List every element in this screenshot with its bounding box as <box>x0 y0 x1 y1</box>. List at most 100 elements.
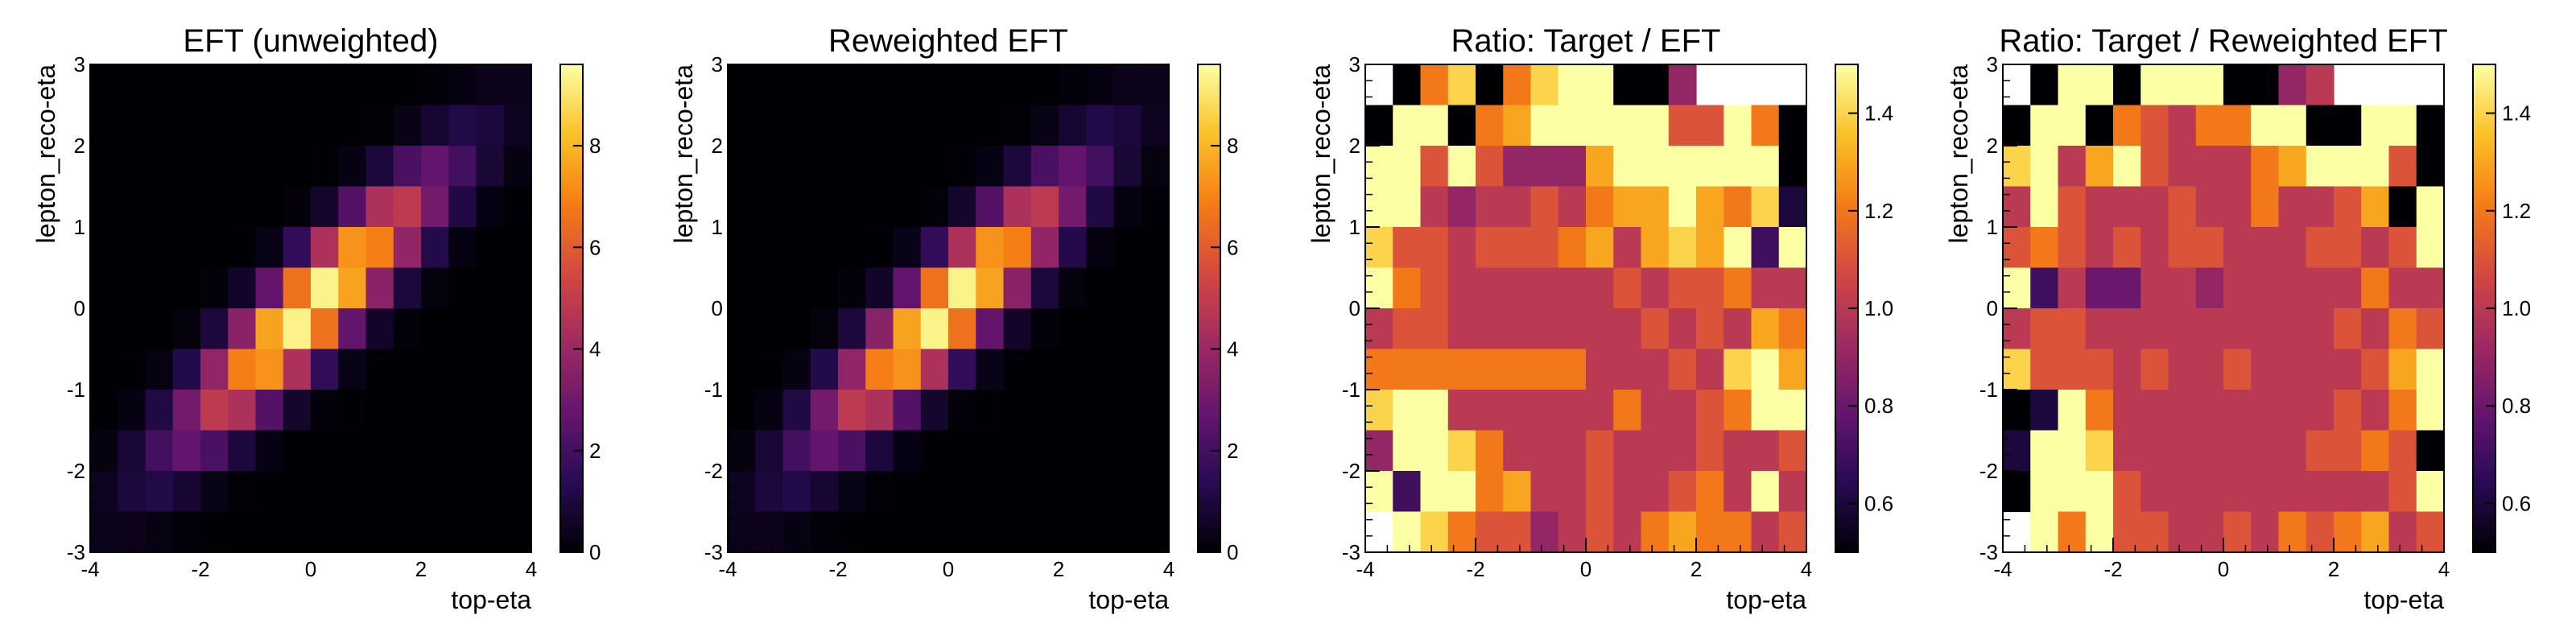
colorbar-step <box>1198 275 1220 281</box>
colorbar-step <box>560 406 583 411</box>
colorbar-step <box>2473 503 2496 509</box>
colorbar-step <box>1835 369 1858 374</box>
colorbar-step <box>2473 377 2496 382</box>
heatmap-cell <box>728 308 756 350</box>
colorbar-step <box>2473 295 2496 301</box>
heatmap-cell <box>2085 105 2114 147</box>
heatmap-cell <box>1447 105 1476 147</box>
heatmap-cell <box>228 471 257 513</box>
heatmap-cell <box>2223 471 2252 513</box>
colorbar-step <box>560 210 583 216</box>
colorbar-step <box>2473 336 2496 342</box>
heatmap-cell <box>2388 227 2417 269</box>
heatmap-cell <box>2388 146 2417 188</box>
colorbar-step <box>560 85 583 90</box>
heatmap-cell <box>1420 430 1449 472</box>
colorbar-step <box>2473 402 2496 407</box>
colorbar-step <box>1835 361 1858 366</box>
heatmap-cell <box>1751 471 1780 513</box>
colorbar-step <box>2473 227 2496 232</box>
heatmap-cell <box>893 227 922 269</box>
heatmap-cell <box>1530 105 1559 147</box>
colorbar-step <box>1198 499 1220 505</box>
heatmap-cell <box>421 308 449 350</box>
colorbar-step <box>2473 101 2496 106</box>
heatmap-cell <box>976 430 1005 472</box>
x-tick-label: 0 <box>943 557 954 581</box>
heatmap-cell <box>1365 349 1393 390</box>
heatmap-cell <box>920 430 949 472</box>
heatmap-cell <box>118 511 147 553</box>
heatmap-cell <box>1558 227 1587 269</box>
heatmap-cell <box>782 227 811 269</box>
colorbar-step <box>2473 422 2496 427</box>
colorbar-step <box>1198 271 1220 277</box>
heatmap-cell <box>228 64 257 106</box>
colorbar-step <box>1835 101 1858 106</box>
colorbar-step <box>560 390 583 394</box>
heatmap-cell <box>1668 267 1697 309</box>
colorbar-step <box>560 275 583 281</box>
heatmap-cell <box>338 471 367 513</box>
colorbar-step <box>1835 328 1858 334</box>
heatmap-cell <box>1420 511 1449 553</box>
heatmap-cell <box>2003 308 2031 350</box>
heatmap-cell <box>838 308 866 350</box>
heatmap-cell <box>865 430 894 472</box>
colorbar-step <box>1835 227 1858 232</box>
heatmap-cell <box>2306 511 2334 553</box>
heatmap-cell <box>2058 105 2087 147</box>
colorbar-step <box>560 349 583 354</box>
colorbar-step <box>1198 402 1220 407</box>
heatmap-cell <box>1586 227 1614 269</box>
colorbar-step <box>1835 210 1858 216</box>
heatmap-cell <box>1696 267 1724 309</box>
heatmap-cell <box>2058 267 2087 309</box>
heatmap-cell <box>2416 430 2445 472</box>
colorbar-step <box>560 133 583 138</box>
heatmap-cell <box>1447 349 1476 390</box>
heatmap-cell <box>2306 227 2334 269</box>
heatmap-cell <box>1393 471 1422 513</box>
heatmap-cell <box>728 349 756 390</box>
heatmap-cell <box>503 349 532 390</box>
x-tick-label: 4 <box>2438 557 2450 581</box>
colorbar-step <box>1198 299 1220 305</box>
colorbar-step <box>1835 190 1858 196</box>
heatmap-cell <box>810 471 839 513</box>
heatmap-cell <box>1003 186 1032 228</box>
heatmap-cell <box>421 511 449 553</box>
heatmap-cell <box>2113 390 2141 431</box>
heatmap-cell <box>1113 390 1142 431</box>
heatmap-cell <box>2003 105 2031 147</box>
heatmap-cell <box>1778 186 1807 228</box>
colorbar-step <box>1835 511 1858 517</box>
heatmap-cell <box>1086 390 1115 431</box>
heatmap-cell <box>2306 186 2334 228</box>
panel-title: Ratio: Target / EFT <box>1451 23 1721 59</box>
heatmap-cell <box>976 64 1005 106</box>
heatmap-cell <box>1393 349 1422 390</box>
colorbar-step <box>1198 471 1220 476</box>
colorbar-step <box>1835 398 1858 402</box>
heatmap-cell <box>2168 186 2197 228</box>
colorbar-step <box>1835 125 1858 130</box>
colorbar-step <box>1835 170 1858 175</box>
y-tick-label: 0 <box>74 296 85 320</box>
heatmap-cell <box>2058 146 2087 188</box>
panel-title: Reweighted EFT <box>828 23 1068 59</box>
colorbar-step <box>1198 279 1220 285</box>
heatmap-cell <box>1503 186 1532 228</box>
colorbar-step <box>2473 458 2496 464</box>
heatmap-cell <box>255 267 284 309</box>
y-axis-label: lepton_reco-eta <box>1944 64 1973 244</box>
colorbar-step <box>1198 495 1220 501</box>
heatmap-cell <box>1558 390 1587 431</box>
heatmap-cell <box>1778 146 1807 188</box>
heatmap-cell <box>2030 146 2059 188</box>
heatmap-cells <box>90 64 532 553</box>
colorbar-step <box>1835 89 1858 94</box>
colorbar-step <box>1835 251 1858 257</box>
colorbar-step <box>1835 80 1858 86</box>
heatmap-cell <box>1059 511 1087 553</box>
